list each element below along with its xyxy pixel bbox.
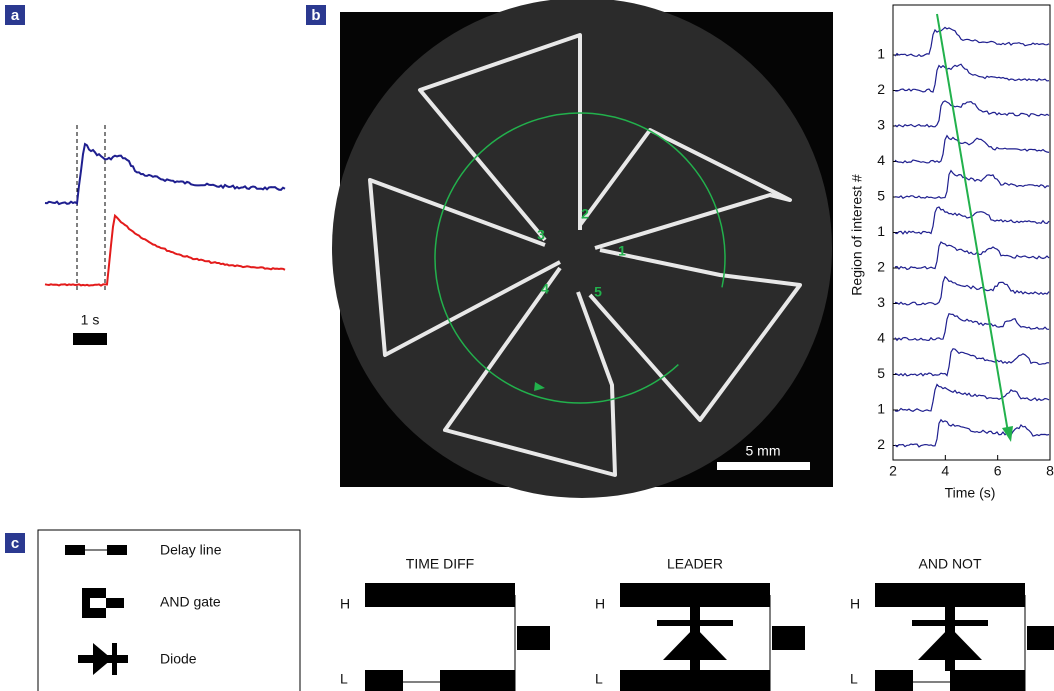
legend-label: Diode [160, 651, 197, 667]
trace [45, 216, 285, 286]
scale-bar [717, 462, 810, 470]
y-tick-label: 5 [877, 365, 885, 381]
gate [620, 670, 770, 691]
y-axis-label: Region of interest # [849, 174, 865, 296]
panel-label: a [11, 7, 20, 24]
trace [895, 171, 1049, 199]
diagram-title: LEADER [667, 556, 723, 572]
y-tick-label: 4 [877, 152, 885, 168]
arrow-head [1002, 426, 1013, 442]
y-tick-label: 3 [877, 117, 885, 133]
trace [895, 242, 1049, 269]
y-tick-label: 2 [877, 436, 885, 452]
legend-label: AND gate [160, 594, 221, 610]
diagram-title: TIME DIFF [406, 556, 474, 572]
gate [517, 626, 550, 650]
diode-bar [912, 620, 988, 626]
diagram-title: AND NOT [919, 556, 982, 572]
gate [875, 583, 1025, 607]
region-label: 5 [594, 284, 602, 300]
trace [895, 277, 1049, 305]
diode [918, 627, 982, 660]
trace [895, 101, 1049, 127]
trace [895, 27, 1049, 56]
x-axis-label: Time (s) [945, 485, 996, 501]
trace [895, 385, 1049, 412]
y-tick-label: 1 [877, 401, 885, 417]
row-label: H [850, 596, 860, 612]
region-label: 1 [618, 243, 626, 259]
scale-label: 1 s [81, 312, 100, 328]
y-tick-label: 3 [877, 294, 885, 310]
scale-bar [73, 333, 107, 345]
panel-label: c [11, 535, 19, 552]
gate [440, 670, 515, 691]
y-tick-label: 2 [877, 81, 885, 97]
trace [895, 420, 1049, 447]
y-tick-label: 1 [877, 46, 885, 62]
legend-symbols [65, 545, 128, 675]
gate [365, 670, 403, 691]
x-tick-label: 2 [889, 463, 897, 479]
y-tick-label: 1 [877, 223, 885, 239]
trace [895, 64, 1049, 92]
trace-chart: Time (s) Region of interest # 2 4 6 8 1 2 3 4 5 1… [849, 5, 1054, 501]
gate [950, 670, 1025, 691]
x-tick-label: 4 [941, 463, 949, 479]
gate [365, 583, 515, 607]
gate [875, 670, 913, 691]
diode-bar [657, 620, 733, 626]
row-label: H [340, 596, 350, 612]
x-tick-label: 6 [994, 463, 1002, 479]
region-label: 2 [581, 206, 589, 222]
scale-label: 5 mm [746, 443, 781, 459]
diode [663, 627, 727, 660]
y-tick-label: 2 [877, 259, 885, 275]
region-label: 3 [537, 227, 545, 243]
trace [895, 314, 1049, 341]
gate [620, 583, 770, 607]
gate [772, 626, 805, 650]
panel-label: b [311, 7, 320, 24]
row-label: H [595, 596, 605, 612]
trace [895, 349, 1049, 376]
trace [45, 144, 285, 204]
row-label: L [850, 671, 858, 687]
gate [1027, 626, 1054, 650]
row-label: L [595, 671, 603, 687]
trace [895, 136, 1049, 163]
y-tick-label: 4 [877, 330, 885, 346]
y-tick-label: 5 [877, 188, 885, 204]
region-label: 4 [541, 281, 549, 297]
propagation-arrow [937, 14, 1008, 432]
figure: a b c 1 s 1 2 3 4 5 5 mm Time (s) Region… [0, 0, 1054, 691]
row-label: L [340, 671, 348, 687]
legend-label: Delay line [160, 542, 222, 558]
diagrams: TIME DIFF H L LEADER H L AND NOT H L [340, 556, 1054, 691]
x-tick-label: 8 [1046, 463, 1054, 479]
